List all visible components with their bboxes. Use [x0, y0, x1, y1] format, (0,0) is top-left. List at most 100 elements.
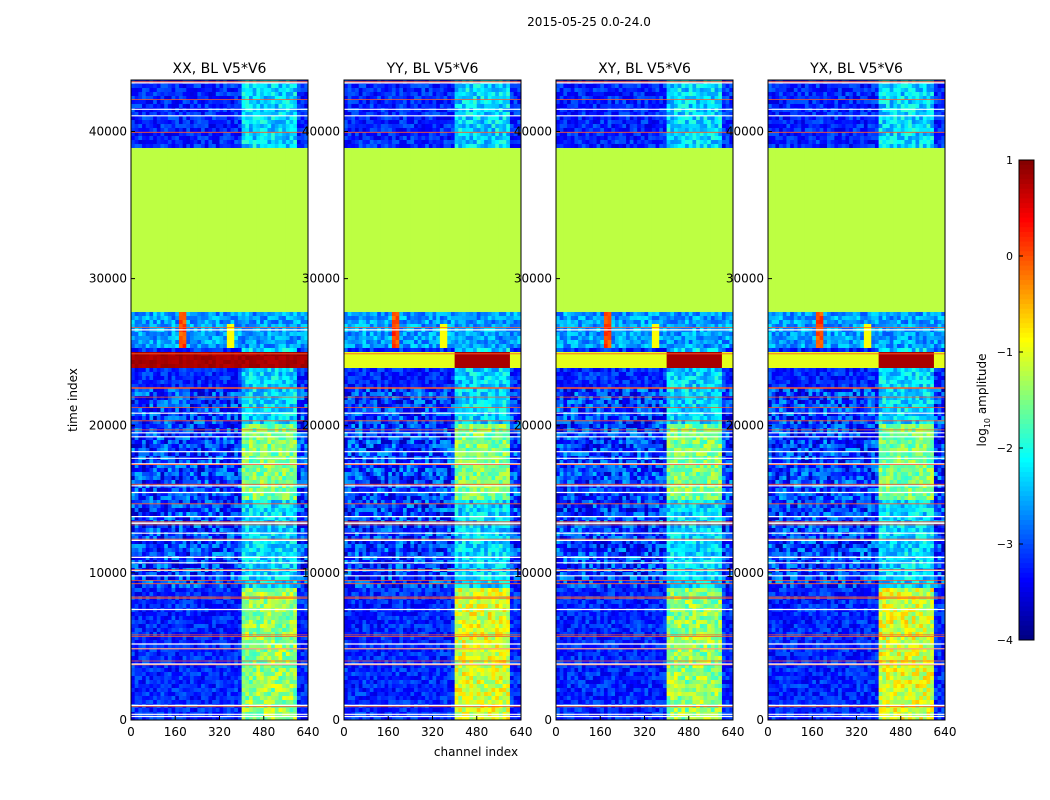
heatmap-cell: [304, 84, 309, 89]
heatmap-cell: [197, 200, 202, 205]
heatmap-cell: [171, 168, 176, 173]
heatmap-cell: [138, 192, 143, 197]
heatmap-cell: [285, 396, 290, 401]
heatmap-cell: [201, 300, 206, 305]
heatmap-cell: [226, 324, 231, 329]
heatmap-cell: [149, 320, 154, 325]
heatmap-cell: [208, 212, 213, 217]
heatmap-cell: [296, 120, 302, 125]
heatmap-cell: [285, 308, 290, 313]
heatmap-cell: [160, 348, 165, 353]
heatmap-cell: [145, 348, 150, 353]
heatmap-cell: [219, 356, 224, 361]
heatmap-cell: [282, 304, 287, 309]
heatmap-cell: [300, 344, 305, 349]
heatmap-cell: [271, 308, 276, 313]
heatmap-cell: [219, 132, 224, 137]
heatmap-cell: [190, 256, 195, 261]
heatmap-cell: [131, 280, 136, 285]
heatmap-cell: [193, 280, 198, 285]
heatmap-cell: [201, 444, 206, 449]
heatmap-cell: [252, 276, 257, 281]
heatmap-cell: [160, 392, 165, 397]
heatmap-cell: [186, 468, 191, 473]
heatmap-cell: [230, 344, 235, 349]
heatmap-cell: [208, 440, 213, 445]
heatmap-cell: [226, 296, 231, 301]
heatmap-cell: [171, 356, 176, 361]
heatmap-cell: [215, 488, 220, 493]
heatmap-cell: [171, 92, 176, 97]
heatmap-cell: [296, 388, 302, 393]
heatmap-cell: [296, 136, 302, 141]
heatmap-cell: [289, 300, 294, 305]
heatmap-cell: [186, 324, 191, 329]
heatmap-cell: [182, 256, 187, 261]
heatmap-cell: [171, 260, 176, 265]
heatmap-cell: [208, 480, 213, 485]
heatmap-cell: [178, 252, 184, 257]
heatmap-cell: [153, 224, 158, 229]
heatmap-cell: [164, 152, 169, 157]
heatmap-cell: [215, 444, 220, 449]
heatmap-cell: [193, 332, 198, 337]
heatmap-cell: [289, 356, 294, 361]
heatmap-cell: [182, 360, 187, 365]
heatmap-cell: [267, 272, 272, 277]
heatmap-cell: [186, 352, 191, 357]
heatmap-cell: [271, 300, 276, 305]
heatmap-cell: [197, 284, 202, 289]
heatmap-cell: [197, 340, 202, 345]
heatmap-cell: [271, 388, 276, 393]
heatmap-cell: [252, 236, 257, 241]
heatmap-cell: [186, 320, 191, 325]
heatmap-cell: [190, 296, 195, 301]
heatmap-cell: [296, 256, 302, 261]
heatmap-cell: [237, 216, 243, 221]
heatmap-cell: [178, 164, 184, 169]
heatmap-cell: [149, 196, 154, 201]
heatmap-cell: [153, 324, 158, 329]
heatmap-cell: [285, 336, 290, 341]
heatmap-cell: [278, 112, 283, 117]
heatmap-cell: [271, 324, 276, 329]
heatmap-cell: [289, 424, 294, 429]
heatmap-cell: [201, 260, 206, 265]
heatmap-cell: [241, 404, 246, 409]
heatmap-cell: [175, 452, 180, 457]
heatmap-cell: [178, 416, 184, 421]
heatmap-cell: [134, 336, 139, 341]
heatmap-cell: [138, 432, 143, 437]
heatmap-cell: [245, 424, 250, 429]
heatmap-cell: [267, 108, 272, 113]
heatmap-cell: [193, 276, 198, 281]
heatmap-cell: [167, 176, 172, 181]
heatmap-cell: [260, 316, 265, 321]
heatmap-cell: [204, 464, 209, 469]
heatmap-cell: [245, 316, 250, 321]
heatmap-cell: [131, 316, 136, 321]
heatmap-cell: [260, 120, 265, 125]
heatmap-cell: [278, 128, 283, 133]
heatmap-cell: [215, 300, 220, 305]
heatmap-cell: [138, 136, 143, 141]
heatmap-cell: [212, 136, 217, 141]
heatmap-cell: [193, 256, 198, 261]
heatmap-cell: [241, 92, 246, 97]
heatmap-cell: [289, 188, 294, 193]
heatmap-cell: [234, 384, 239, 389]
heatmap-cell: [296, 140, 302, 145]
heatmap-cell: [215, 120, 220, 125]
heatmap-cell: [234, 136, 239, 141]
heatmap-cell: [267, 308, 272, 313]
heatmap-cell: [149, 296, 154, 301]
heatmap-cell: [201, 408, 206, 413]
heatmap-cell: [134, 136, 139, 141]
heatmap-cell: [300, 464, 305, 469]
heatmap-cell: [149, 192, 154, 197]
heatmap-cell: [263, 140, 268, 145]
heatmap-cell: [145, 344, 150, 349]
heatmap-cell: [256, 336, 261, 341]
heatmap-cell: [134, 128, 139, 133]
heatmap-cell: [175, 108, 180, 113]
